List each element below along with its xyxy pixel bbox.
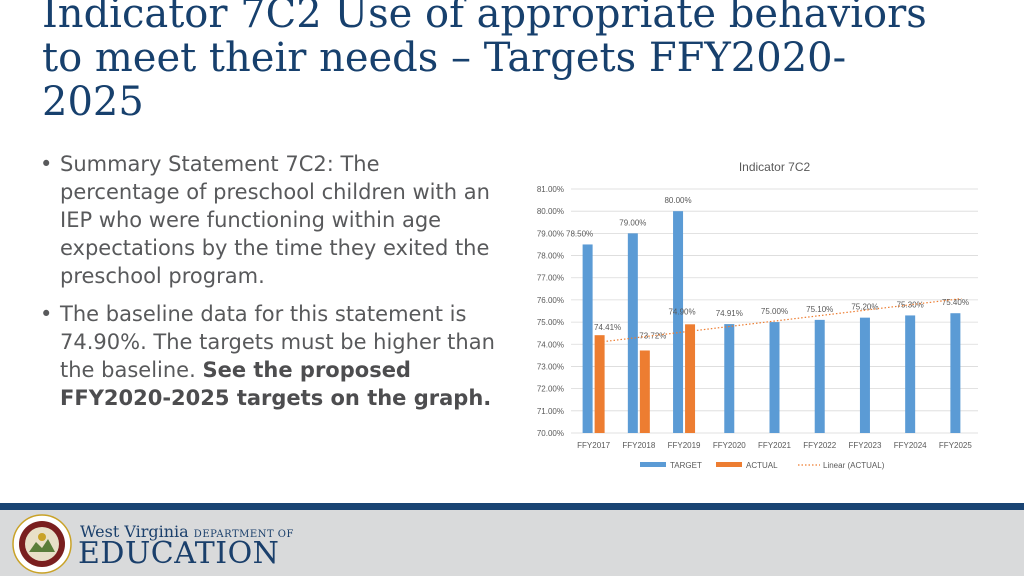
- indicator-chart: Indicator 7C2 70.00% 71.00% 72.00% 73.00% 74.…: [537, 160, 978, 470]
- actual-data-label: 74.90%: [668, 307, 695, 316]
- x-tick-label: FFY2019: [668, 441, 701, 450]
- legend-target-swatch: [640, 462, 666, 467]
- target-bar: [627, 233, 638, 433]
- footer: [0, 510, 1024, 576]
- target-bar: [769, 322, 780, 433]
- target-bar: [724, 324, 735, 433]
- bullet-baseline: The baseline data for this statement is …: [38, 300, 498, 412]
- x-tick-label: FFY2025: [939, 441, 972, 450]
- legend-actual-label: ACTUAL: [746, 461, 778, 470]
- y-tick-label: 78.00%: [537, 252, 564, 261]
- bullet-list: Summary Statement 7C2: The percentage of…: [38, 150, 498, 422]
- target-data-label: 75.40%: [942, 298, 969, 307]
- target-data-label: 75.20%: [851, 303, 878, 312]
- target-bar: [673, 211, 684, 433]
- x-tick-label: FFY2018: [622, 441, 655, 450]
- bullet-baseline-emphasis: See the proposed FFY2020-2025 targets on…: [60, 358, 492, 410]
- actual-bar: [639, 350, 650, 433]
- actual-bar: [685, 324, 696, 433]
- logo-state-name: West Virginia: [80, 522, 189, 541]
- y-tick-label: 72.00%: [537, 385, 564, 394]
- x-tick-label: FFY2024: [894, 441, 927, 450]
- target-data-label: 74.91%: [716, 309, 743, 318]
- target-data-label: 78.50%: [566, 229, 593, 238]
- y-tick-label: 79.00%: [537, 229, 564, 238]
- slide-title: Indicator 7C2 Use of appropriate behavio…: [42, 0, 927, 125]
- state-seal-icon: [12, 514, 72, 574]
- y-tick-label: 75.00%: [537, 318, 564, 327]
- x-tick-label: FFY2020: [713, 441, 746, 450]
- bullet-baseline-text: The baseline data for this statement is …: [60, 302, 495, 382]
- target-bar: [582, 244, 593, 433]
- y-tick-label: 70.00%: [537, 429, 564, 438]
- legend-target-label: TARGET: [670, 461, 702, 470]
- department-logo-line1: West Virginia DEPARTMENT OF: [80, 522, 294, 541]
- target-data-label: 80.00%: [664, 196, 691, 205]
- target-data-label: 75.00%: [761, 307, 788, 316]
- x-tick-label: FFY2017: [577, 441, 610, 450]
- logo-department-of: DEPARTMENT OF: [193, 529, 294, 540]
- target-bar: [950, 313, 961, 433]
- target-bar: [859, 317, 870, 433]
- y-tick-label: 80.00%: [537, 207, 564, 216]
- actual-data-label: 74.41%: [594, 323, 621, 332]
- y-tick-label: 73.00%: [537, 362, 564, 371]
- y-tick-label: 76.00%: [537, 296, 564, 305]
- target-bar: [905, 315, 916, 433]
- x-tick-label: FFY2022: [803, 441, 836, 450]
- x-tick-label: FFY2021: [758, 441, 791, 450]
- department-logo-line2: EDUCATION: [78, 536, 280, 571]
- target-bar: [814, 319, 825, 433]
- y-tick-label: 71.00%: [537, 407, 564, 416]
- chart-title: Indicator 7C2: [739, 160, 811, 174]
- x-tick-label: FFY2023: [848, 441, 881, 450]
- target-data-label: 79.00%: [619, 218, 646, 227]
- target-data-label: 75.10%: [806, 305, 833, 314]
- bullet-summary-statement: Summary Statement 7C2: The percentage of…: [38, 150, 498, 290]
- legend-actual-swatch: [716, 462, 742, 467]
- y-tick-label: 74.00%: [537, 340, 564, 349]
- y-tick-label: 81.00%: [537, 185, 564, 194]
- actual-trendline: [599, 298, 962, 343]
- actual-bar: [594, 335, 605, 433]
- footer-band: [0, 503, 1024, 510]
- y-tick-label: 77.00%: [537, 274, 564, 283]
- legend-trendline-label: Linear (ACTUAL): [823, 461, 885, 470]
